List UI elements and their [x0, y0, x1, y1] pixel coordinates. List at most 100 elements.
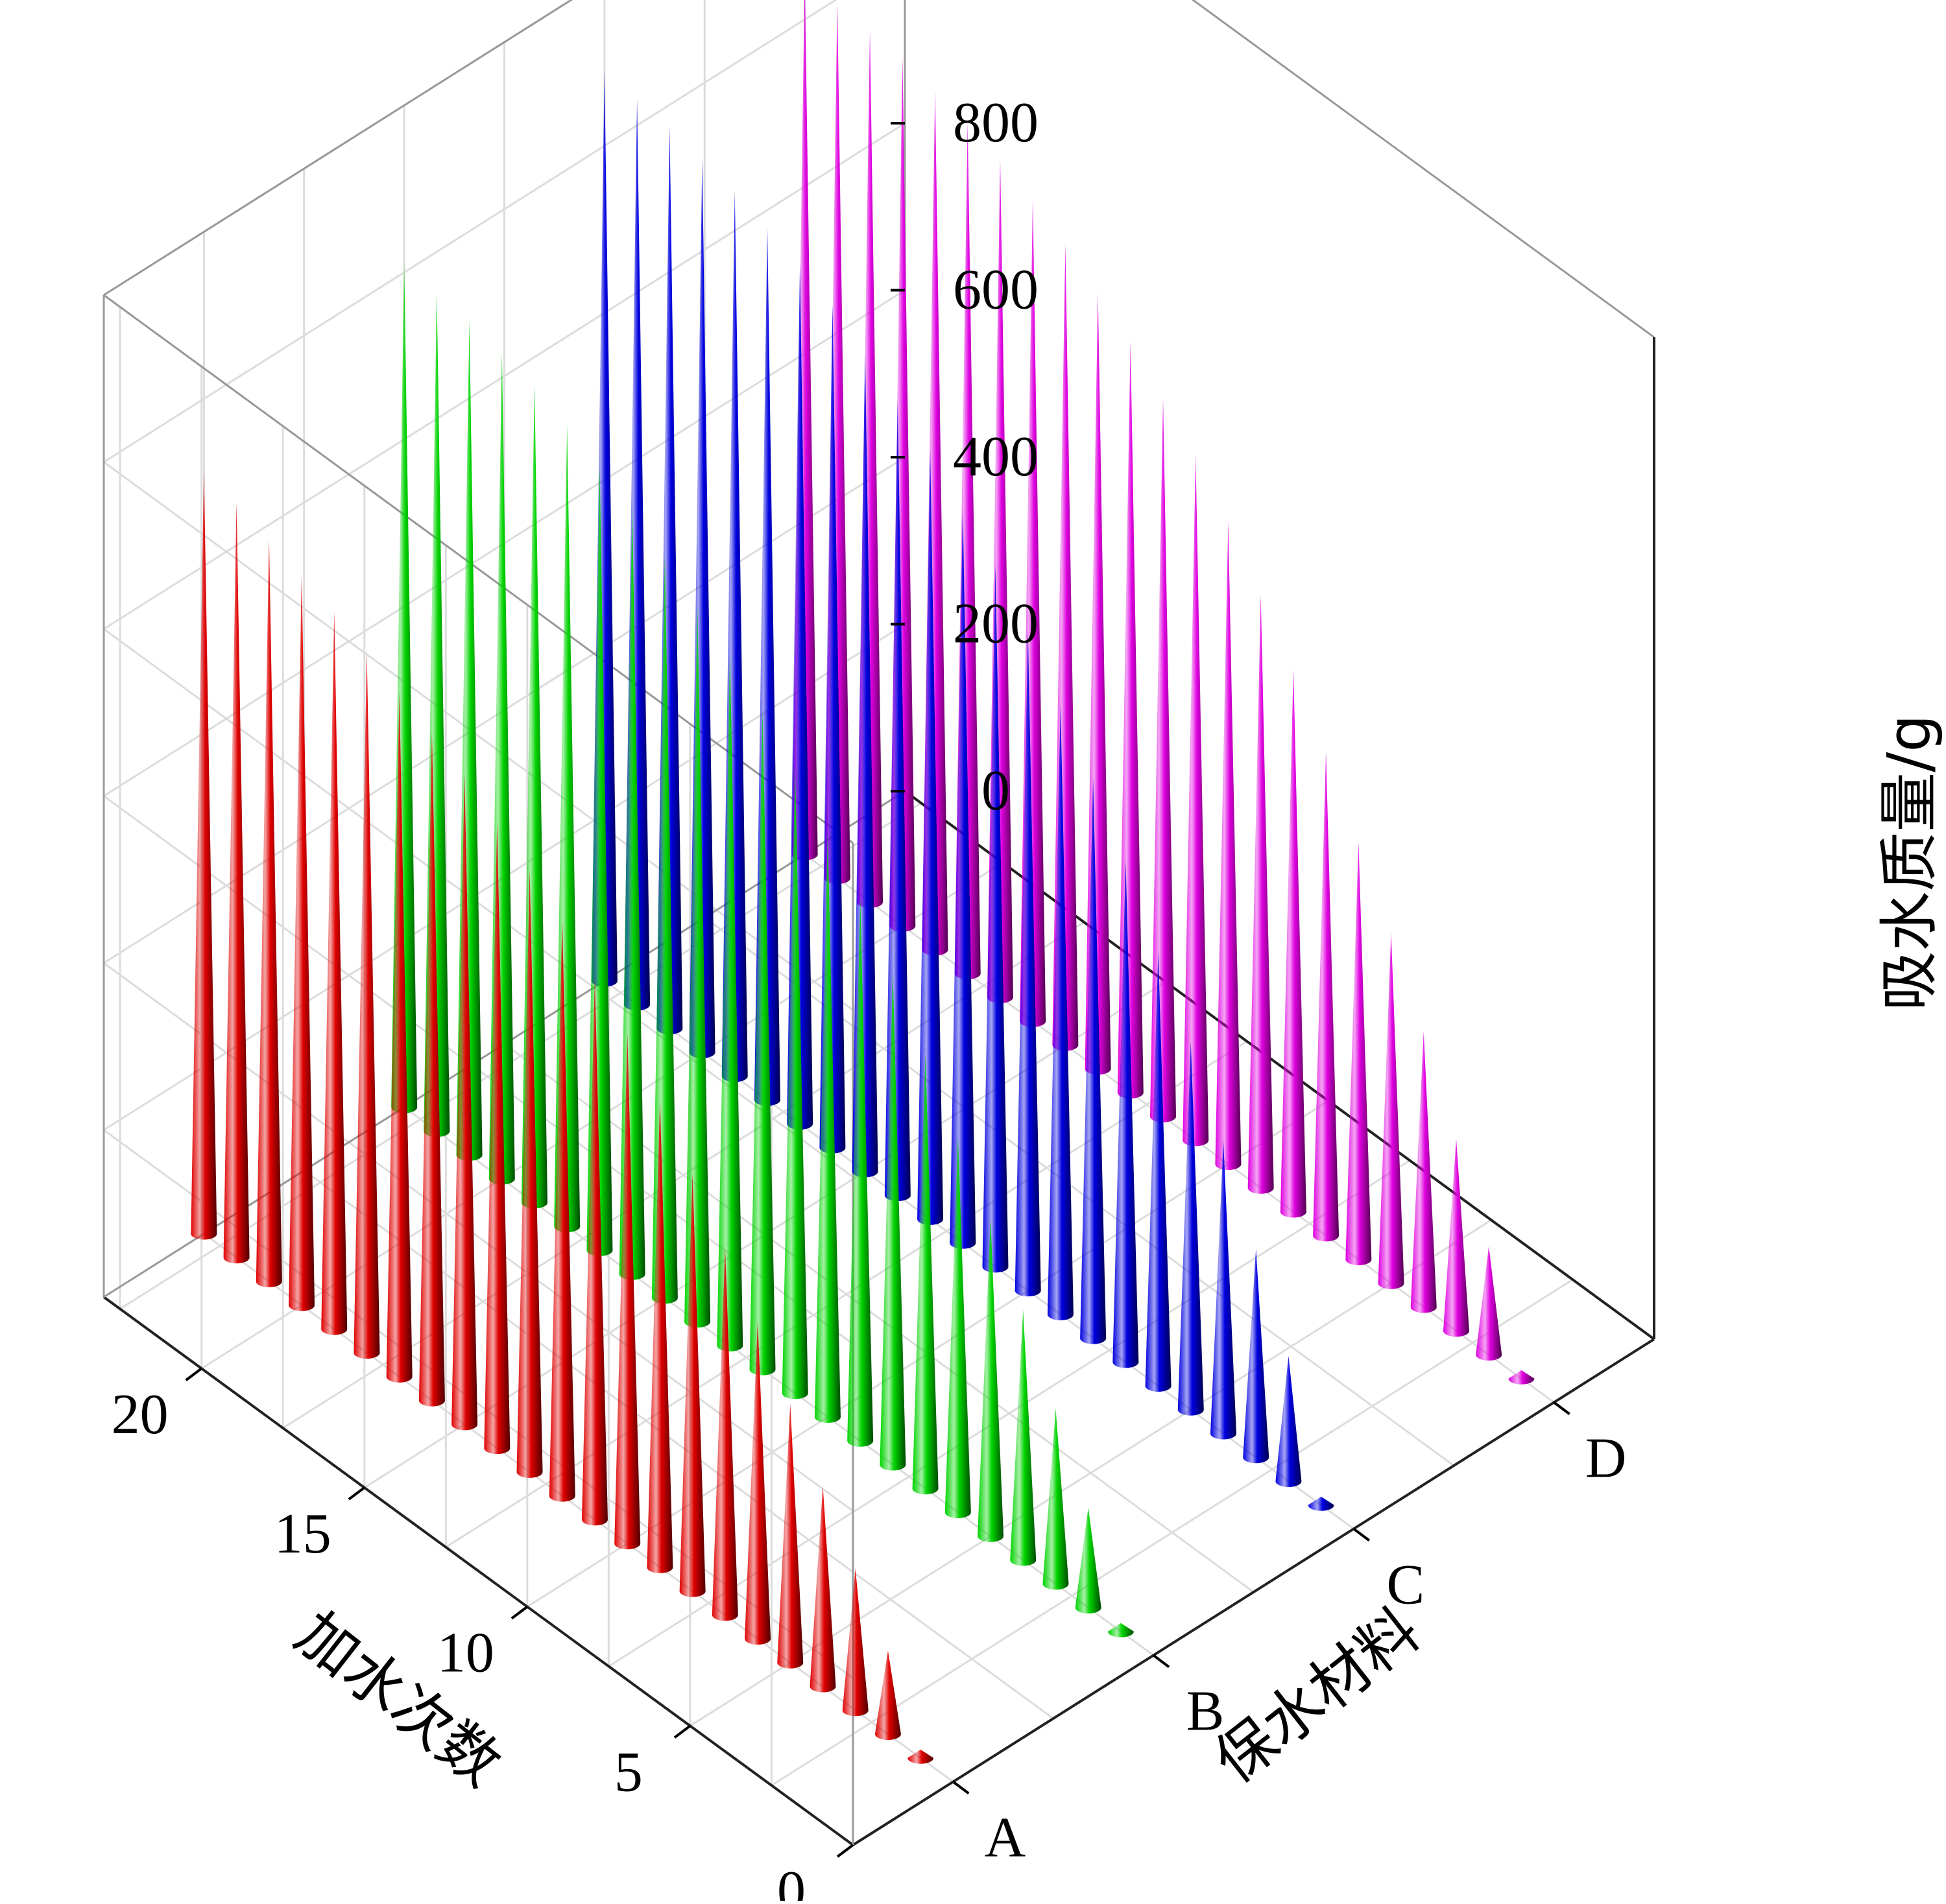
- cone-mark: [1047, 704, 1074, 1320]
- y-tick-label: D: [1585, 1427, 1627, 1490]
- x-tick-label: 20: [112, 1383, 169, 1446]
- cone-mark: [516, 870, 543, 1478]
- cone-mark: [1345, 842, 1372, 1266]
- cone-mark: [874, 1650, 901, 1741]
- cone-mark: [880, 971, 906, 1471]
- x-tick: [348, 1486, 365, 1501]
- y-tick: [1553, 1401, 1570, 1416]
- axis-edge: [1191, 0, 1655, 339]
- y-tick-label: A: [985, 1807, 1026, 1870]
- x-tick-label: 5: [614, 1741, 643, 1803]
- cone-mark: [1443, 1139, 1469, 1337]
- grid-line: [603, 980, 1354, 1530]
- cone-mark: [978, 1219, 1004, 1542]
- x-tick: [836, 1844, 854, 1858]
- grid-line: [403, 1106, 1155, 1656]
- cone-mark: [484, 822, 511, 1455]
- cone-mark: [647, 1099, 673, 1573]
- y-tick-label: C: [1387, 1554, 1425, 1617]
- cone-mark: [581, 977, 608, 1526]
- cone-mark: [418, 732, 445, 1407]
- cone-mark: [1183, 455, 1209, 1147]
- cone-mark: [1010, 1309, 1037, 1566]
- axis-edge: [103, 0, 573, 296]
- cone-mark: [651, 554, 678, 1304]
- cone-mark: [1280, 669, 1306, 1218]
- cone-mark: [982, 565, 1009, 1273]
- grid-line: [804, 853, 1555, 1403]
- cone-mark: [614, 1034, 641, 1550]
- cone-mark: [1177, 1042, 1204, 1416]
- x-tick-label: 0: [777, 1860, 806, 1901]
- cone-mark: [1085, 292, 1111, 1075]
- cone-layer: [191, 0, 1535, 1764]
- grid-line: [303, 1169, 1054, 1720]
- cone-mark: [679, 1173, 706, 1597]
- cone-mark: [810, 1486, 836, 1693]
- cone-mark: [814, 832, 841, 1423]
- axis-edge: [102, 1296, 854, 1846]
- cone-mark: [1075, 1507, 1101, 1614]
- cone-mark: [1378, 933, 1404, 1289]
- cone-mark: [321, 611, 348, 1335]
- cone-mark: [907, 1749, 934, 1764]
- cone-mark: [944, 1136, 971, 1519]
- cone-mark: [847, 898, 874, 1447]
- cone-mark: [1247, 595, 1274, 1194]
- cone-mark: [749, 709, 776, 1375]
- tick-layer: 02004006008001 0001 20005101520ABCD: [112, 91, 1627, 1904]
- cone-mark: [549, 920, 575, 1502]
- cone-mark: [712, 1247, 738, 1621]
- cone-mark: [884, 402, 911, 1202]
- cone-mark: [912, 1054, 939, 1495]
- cone-mark: [1080, 778, 1107, 1344]
- z-tick-label: 0: [981, 759, 1010, 822]
- cone-mark: [1308, 1496, 1334, 1511]
- cone-mark: [842, 1568, 869, 1717]
- cone-mark: [1215, 521, 1242, 1171]
- cone-mark: [191, 470, 217, 1240]
- cone-mark: [782, 767, 808, 1399]
- cone-mark: [619, 506, 645, 1280]
- x-tick: [673, 1724, 691, 1739]
- cone-mark: [1145, 951, 1171, 1392]
- cone-mark: [717, 652, 743, 1351]
- cone-mark: [1508, 1370, 1535, 1385]
- cone-mark: [745, 1321, 771, 1645]
- cone-mark: [1112, 861, 1139, 1368]
- y-tick-label: B: [1186, 1680, 1225, 1743]
- cone-mark: [451, 773, 478, 1431]
- y-tick: [1352, 1527, 1371, 1542]
- cone-mark: [950, 508, 976, 1249]
- cone-mark: [1015, 630, 1041, 1297]
- cone-mark: [1476, 1246, 1502, 1361]
- cone-mark: [684, 603, 711, 1328]
- x-tick: [185, 1367, 202, 1381]
- z-tick-label: 800: [953, 91, 1039, 154]
- cone-mark: [256, 538, 282, 1287]
- x-tick-label: 10: [437, 1622, 494, 1685]
- cone-mark: [777, 1403, 804, 1669]
- z-axis-title: 吸水质量/g: [1875, 714, 1944, 1010]
- cone-mark: [1150, 398, 1177, 1123]
- cone-mark: [1410, 1031, 1437, 1313]
- cone-mark: [1117, 341, 1144, 1099]
- y-tick: [952, 1780, 970, 1795]
- cone-mark: [354, 651, 380, 1359]
- z-tick-label: 600: [953, 259, 1039, 322]
- cone-mark: [1210, 1141, 1237, 1440]
- cone-mark: [1107, 1623, 1134, 1637]
- cone-mark: [289, 575, 315, 1311]
- y-axis-title: 保水材料: [1202, 1595, 1433, 1797]
- cone-mark: [917, 451, 944, 1225]
- z-tick-label: 200: [953, 593, 1039, 656]
- x-tick: [511, 1606, 529, 1620]
- y-tick: [1152, 1654, 1170, 1669]
- cone-mark: [1275, 1355, 1302, 1488]
- cone-mark: [1042, 1408, 1069, 1590]
- x-tick-label: 15: [274, 1503, 331, 1565]
- axis-edge: [852, 1338, 1655, 1846]
- cone-mark: [1243, 1248, 1269, 1464]
- z-tick-label: 400: [953, 425, 1039, 488]
